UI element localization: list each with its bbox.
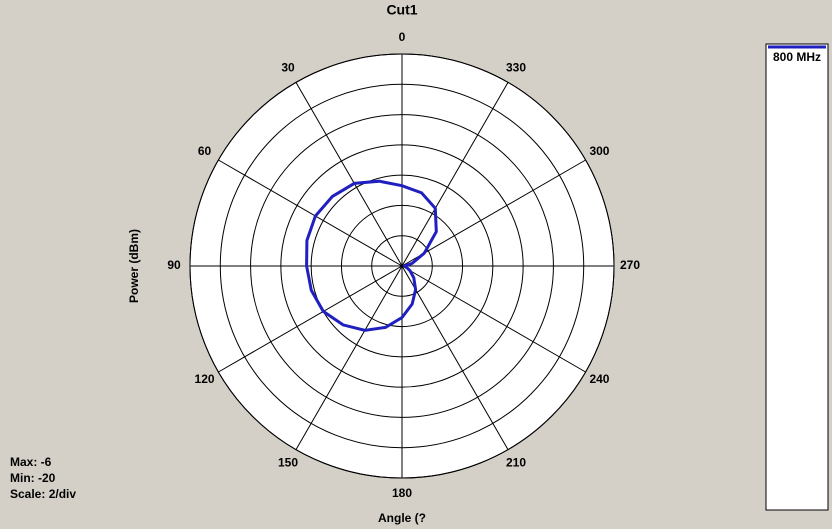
angle-tick-label: 240 <box>589 372 609 386</box>
angle-tick-label: 150 <box>278 456 298 470</box>
grid-spoke <box>218 159 403 267</box>
legend-box <box>765 43 829 511</box>
angle-tick-label: 180 <box>392 486 412 500</box>
angle-tick-label: 120 <box>195 372 215 386</box>
angle-tick-label: 300 <box>589 144 609 158</box>
grid-spoke <box>401 159 586 267</box>
angle-tick-label: 330 <box>506 61 526 75</box>
stat-max: Max: -6 <box>10 455 52 469</box>
stat-scale: Scale: 2/div <box>10 487 76 501</box>
angle-tick-label: 210 <box>506 456 526 470</box>
grid-spoke <box>295 265 403 450</box>
grid-spoke <box>218 265 403 373</box>
y-axis-label: Power (dBm) <box>127 229 141 303</box>
grid-spoke <box>401 82 509 267</box>
angle-tick-label: 90 <box>167 258 181 272</box>
grid-spoke <box>295 82 403 267</box>
angle-tick-label: 60 <box>198 144 212 158</box>
stat-min: Min: -20 <box>10 471 56 485</box>
x-axis-label: Angle (? <box>378 511 426 525</box>
legend-label: 800 MHz <box>773 50 821 64</box>
grid-spoke <box>401 265 586 373</box>
grid-spoke <box>401 265 509 450</box>
angle-tick-label: 30 <box>281 61 295 75</box>
series-line <box>305 179 438 332</box>
angle-tick-label: 0 <box>399 30 406 44</box>
angle-tick-label: 270 <box>620 258 640 272</box>
chart-title: Cut1 <box>386 2 417 18</box>
